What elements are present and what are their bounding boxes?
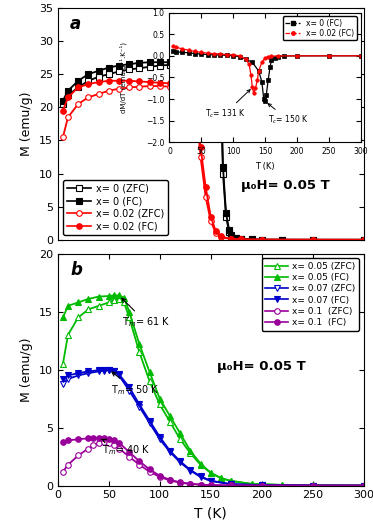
- Text: μ₀H= 0.05 T: μ₀H= 0.05 T: [241, 179, 330, 192]
- Text: μ₀H= 0.05 T: μ₀H= 0.05 T: [217, 360, 305, 373]
- Text: a: a: [70, 15, 81, 33]
- Y-axis label: M (emu/g): M (emu/g): [20, 91, 33, 156]
- Text: b: b: [70, 261, 82, 279]
- Text: T$_m$= 40 K: T$_m$= 40 K: [101, 439, 150, 457]
- X-axis label: T (K): T (K): [194, 506, 227, 520]
- Y-axis label: M (emu/g): M (emu/g): [20, 338, 33, 402]
- Legend: x= 0 (ZFC), x= 0 (FC), x= 0.02 (ZFC), x= 0.02 (FC): x= 0 (ZFC), x= 0 (FC), x= 0.02 (ZFC), x=…: [63, 180, 168, 235]
- Text: T$_m$= 61 K: T$_m$= 61 K: [122, 298, 170, 329]
- Text: T$_m$= 50 K: T$_m$= 50 K: [111, 372, 159, 397]
- Legend: x= 0.05 (ZFC), x= 0.05 (FC), x= 0.07 (ZFC), x= 0.07 (FC), x= 0.1  (ZFC), x= 0.1 : x= 0.05 (ZFC), x= 0.05 (FC), x= 0.07 (ZF…: [261, 258, 359, 331]
